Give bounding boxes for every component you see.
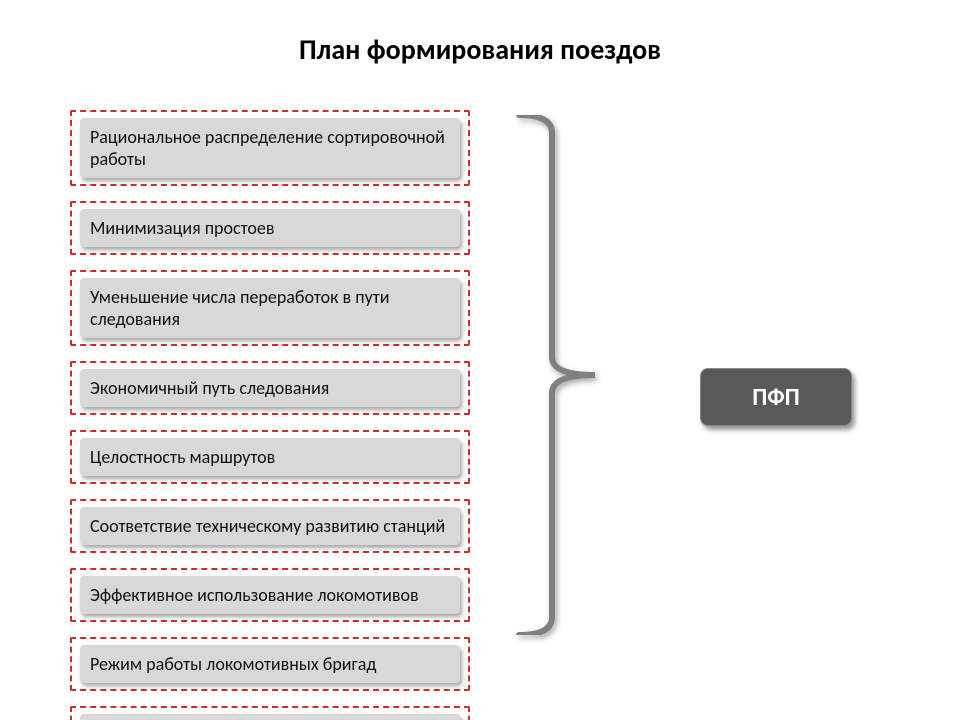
item-label: Соответствие техническому развитию станц… [80,507,460,545]
item-box: Экономичный путь следования [70,361,470,415]
item-box: Соответствие техническому развитию станц… [70,499,470,553]
item-box: Минимизация простоев [70,201,470,255]
item-label: Ритмичная работа железных дорог [80,714,460,720]
slide: План формирования поездов Рациональное р… [0,0,960,720]
items-column: Рациональное распределение сортировочной… [70,110,470,720]
brace-icon [515,115,615,635]
item-label: Экономичный путь следования [80,369,460,407]
result-box: ПФП [700,368,852,426]
item-box: Целостность маршрутов [70,430,470,484]
item-label: Минимизация простоев [80,209,460,247]
item-label: Режим работы локомотивных бригад [80,645,460,683]
item-label: Рациональное распределение сортировочной… [80,118,460,178]
result-label: ПФП [752,383,800,412]
item-label: Целостность маршрутов [80,438,460,476]
item-box: Уменьшение числа переработок в пути след… [70,270,470,346]
item-box: Режим работы локомотивных бригад [70,637,470,691]
item-box: Эффективное использование локомотивов [70,568,470,622]
item-label: Уменьшение числа переработок в пути след… [80,278,460,338]
slide-title: План формирования поездов [0,32,960,67]
item-box: Рациональное распределение сортировочной… [70,110,470,186]
item-label: Эффективное использование локомотивов [80,576,460,614]
item-box: Ритмичная работа железных дорог [70,706,470,720]
